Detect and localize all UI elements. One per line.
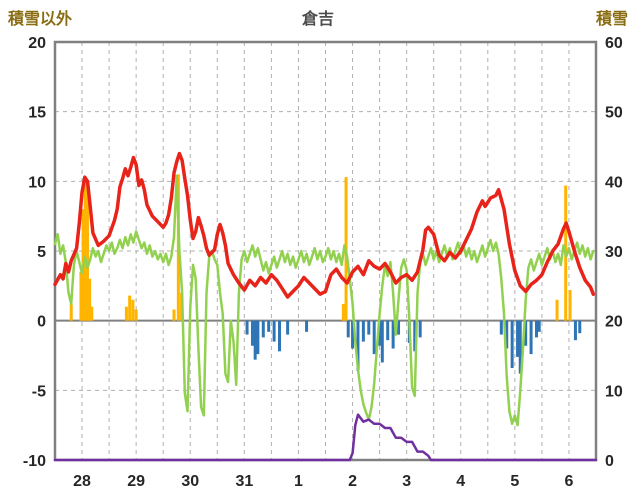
x-axis-day-label: 5 xyxy=(510,473,519,490)
x-axis-day-label: 30 xyxy=(181,473,199,490)
right-axis-tick-label: 10 xyxy=(605,383,623,400)
x-axis-day-label: 31 xyxy=(235,473,253,490)
right-axis-tick-label: 0 xyxy=(605,453,614,470)
left-axis-tick-label: 15 xyxy=(28,105,46,122)
left-axis-tick-label: -10 xyxy=(23,453,46,470)
x-axis-day-label: 4 xyxy=(456,473,465,490)
left-axis-tick-label: 5 xyxy=(37,244,46,261)
x-axis-day-label: 2 xyxy=(348,473,357,490)
x-axis-day-label: 1 xyxy=(294,473,303,490)
x-axis-day-label: 28 xyxy=(73,473,91,490)
chart-title: 倉吉 xyxy=(301,11,334,28)
right-axis-tick-label: 50 xyxy=(605,105,623,122)
left-axis-tick-label: 20 xyxy=(28,35,46,52)
right-axis-tick-label: 30 xyxy=(605,244,623,261)
left-axis-title: 積雪以外 xyxy=(8,11,73,28)
x-axis-day-label: 6 xyxy=(564,473,573,490)
x-axis-day-label: 3 xyxy=(402,473,411,490)
right-axis-tick-label: 60 xyxy=(605,35,623,52)
left-axis-tick-label: 10 xyxy=(28,174,46,191)
left-axis-tick-label: 0 xyxy=(37,314,46,331)
right-axis-title: 積雪 xyxy=(595,11,628,28)
left-axis-tick-label: -5 xyxy=(32,383,46,400)
right-axis-tick-label: 20 xyxy=(605,314,623,331)
x-axis-day-label: 29 xyxy=(127,473,145,490)
right-axis-tick-label: 40 xyxy=(605,174,623,191)
